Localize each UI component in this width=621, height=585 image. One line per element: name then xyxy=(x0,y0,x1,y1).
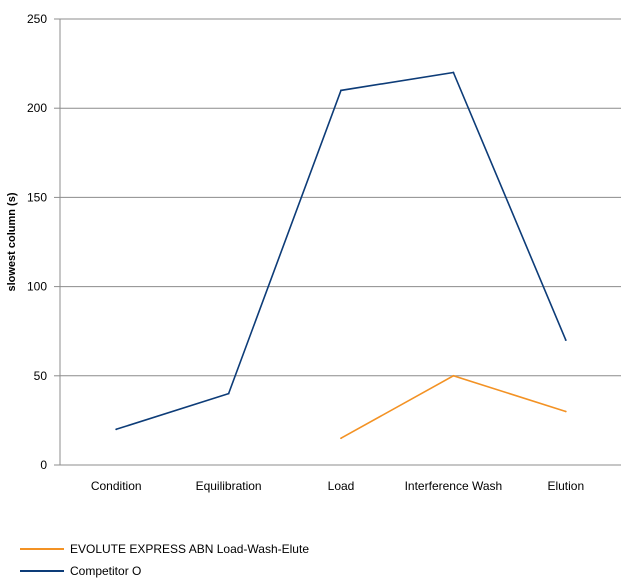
series-0-point-4 xyxy=(564,410,567,413)
series-1-point-1 xyxy=(227,392,230,395)
y-tick-label-150: 150 xyxy=(27,190,47,204)
y-tick-label-100: 100 xyxy=(27,280,47,294)
legend-label-competitor-o: Competitor O xyxy=(70,564,142,578)
legend-item-evolute: EVOLUTE EXPRESS ABN Load-Wash-Elute xyxy=(20,542,309,556)
x-tick-label-2: Load xyxy=(328,479,355,493)
series-lines xyxy=(115,71,567,440)
series-1-point-3 xyxy=(452,71,455,74)
y-tick-labels: 0 50 100 150 200 250 xyxy=(27,12,47,472)
y-tick-label-50: 50 xyxy=(34,369,48,383)
series-1-point-0 xyxy=(115,428,118,431)
axes xyxy=(54,18,621,466)
legend-item-competitor-o: Competitor O xyxy=(20,564,141,578)
series-1-point-2 xyxy=(340,89,342,92)
series-0-point-2 xyxy=(340,437,342,440)
x-tick-label-0: Condition xyxy=(91,479,142,493)
x-tick-labels: Condition Equilibration Load Interference W… xyxy=(91,479,584,493)
y-axis-label: slowest column (s) xyxy=(6,192,18,291)
series-line-0 xyxy=(340,374,567,439)
legend-label-evolute: EVOLUTE EXPRESS ABN Load-Wash-Elute xyxy=(70,542,309,556)
x-tick-label-1: Equilibration xyxy=(196,479,262,493)
y-tick-label-250: 250 xyxy=(27,12,47,26)
y-tick-label-200: 200 xyxy=(27,101,47,115)
legend-swatch-competitor-o xyxy=(20,570,64,572)
x-tick-label-3: Interference Wash xyxy=(405,479,503,493)
y-tick-label-0: 0 xyxy=(40,458,47,472)
legend-swatch-evolute xyxy=(20,548,64,550)
x-tick-label-4: Elution xyxy=(547,479,584,493)
series-0-point-3 xyxy=(452,374,455,377)
series-1-point-4 xyxy=(564,339,567,342)
gridlines xyxy=(60,18,621,377)
